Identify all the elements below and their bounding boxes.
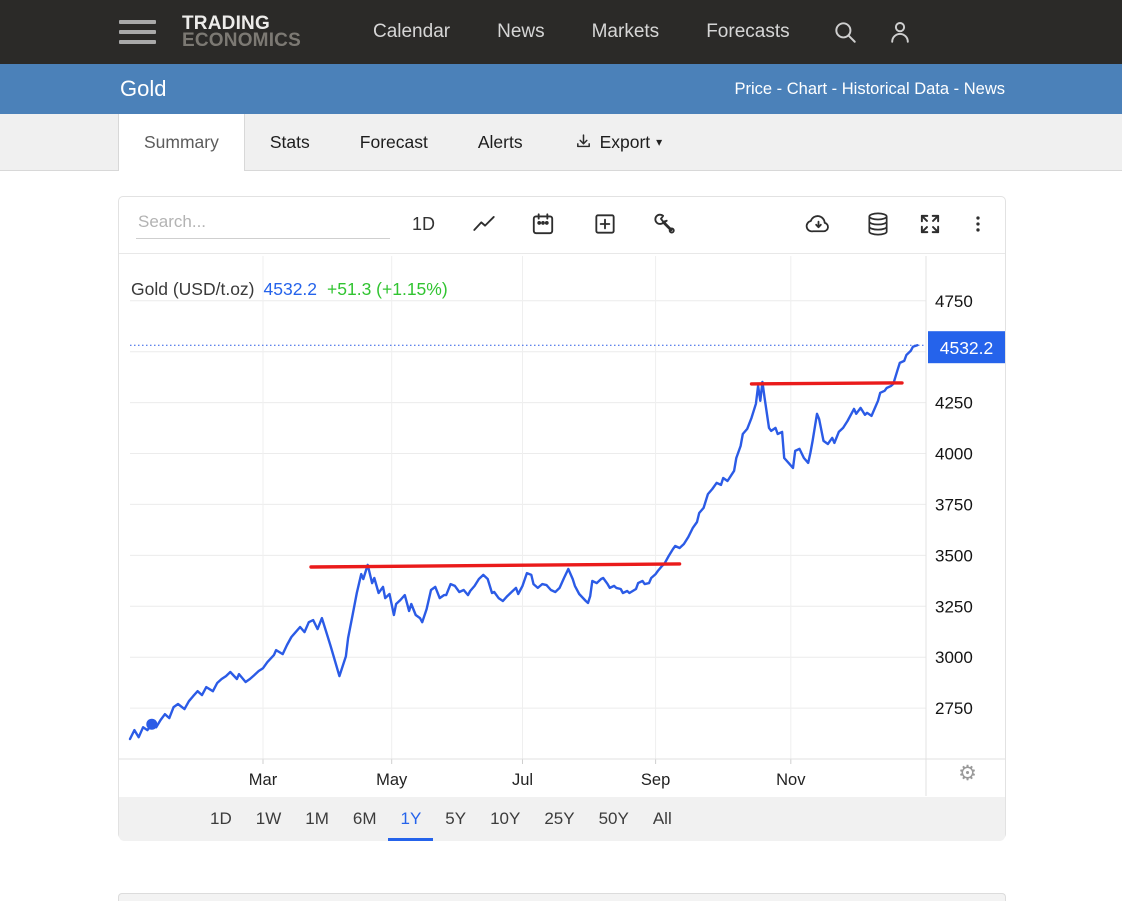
svg-text:3250: 3250 <box>935 597 973 616</box>
svg-text:4250: 4250 <box>935 394 973 413</box>
tab-alerts[interactable]: Alerts <box>477 132 523 152</box>
calendar-icon[interactable] <box>530 211 556 237</box>
title-bar-links: Price - Chart - Historical Data - News <box>734 80 1005 99</box>
compare-add-icon[interactable] <box>592 211 618 237</box>
chart-legend: Gold (USD/t.oz) 4532.2 +51.3 (+1.15%) <box>131 279 448 300</box>
range-button-5y[interactable]: 5Y <box>445 809 467 828</box>
svg-text:Mar: Mar <box>249 771 278 789</box>
range-button-10y[interactable]: 10Y <box>490 809 521 828</box>
separator: - <box>827 79 842 98</box>
search-icon[interactable] <box>832 19 858 45</box>
range-button-1w[interactable]: 1W <box>255 809 282 828</box>
tab-forecast[interactable]: Forecast <box>359 132 428 152</box>
price-chart[interactable]: Mar May Jul Sep Nov 4750 4250 4000 3750 3500 3250 3… <box>119 254 1005 797</box>
svg-text:Jul: Jul <box>512 771 533 789</box>
title-link-historical-data[interactable]: Historical Data <box>841 79 950 98</box>
tab-stats[interactable]: Stats <box>269 132 310 152</box>
page-title: Gold <box>120 76 167 101</box>
nav-link-news[interactable]: News <box>497 21 545 42</box>
fullscreen-icon[interactable] <box>917 211 943 237</box>
more-options-icon[interactable] <box>967 211 989 237</box>
svg-text:4750: 4750 <box>935 292 973 311</box>
nav-link-forecasts[interactable]: Forecasts <box>706 21 790 42</box>
tab-strip: Summary Stats Forecast Alerts Export ▾ <box>0 114 1122 171</box>
tools-wrench-icon[interactable] <box>652 211 678 237</box>
logo-line2: ECONOMICS <box>182 30 301 51</box>
range-button-1m[interactable]: 1M <box>305 809 329 828</box>
svg-text:2750: 2750 <box>935 699 973 718</box>
range-button-50y[interactable]: 50Y <box>598 809 629 828</box>
range-button-1d[interactable]: 1D <box>210 809 232 828</box>
svg-text:4000: 4000 <box>935 445 973 464</box>
chart-area: Mar May Jul Sep Nov 4750 4250 4000 3750 3500 3250 3… <box>119 254 1005 797</box>
cloud-download-icon[interactable] <box>805 211 832 238</box>
nav-links: Calendar News Markets Forecasts <box>373 21 790 43</box>
export-button[interactable]: Export ▾ <box>548 114 688 170</box>
user-icon[interactable] <box>887 19 913 45</box>
legend-series-label: Gold (USD/t.oz) <box>131 279 255 299</box>
separator: - <box>772 79 787 98</box>
svg-text:3000: 3000 <box>935 648 973 667</box>
chart-settings-gear-icon[interactable]: ⚙ <box>958 762 977 785</box>
data-source-icon[interactable] <box>865 211 891 237</box>
svg-text:3750: 3750 <box>935 495 973 514</box>
separator: - <box>949 79 964 98</box>
chart-card: 1D <box>118 196 1006 841</box>
range-button-all[interactable]: All <box>652 809 672 828</box>
export-label: Export <box>599 132 651 152</box>
chart-type-icon[interactable] <box>471 211 497 237</box>
top-navbar: TRADING ECONOMICS Calendar News Markets … <box>0 0 1122 64</box>
chart-toolbar: 1D <box>119 197 1005 254</box>
chevron-down-icon: ▾ <box>656 135 663 149</box>
range-button-1y[interactable]: 1Y <box>388 797 433 841</box>
svg-text:May: May <box>376 771 408 789</box>
menu-icon[interactable] <box>119 14 156 51</box>
title-link-chart[interactable]: Chart <box>786 79 828 98</box>
interval-button[interactable]: 1D <box>412 214 436 234</box>
legend-change: +51.3 (+1.15%) <box>327 279 448 299</box>
range-button-6m[interactable]: 6M <box>352 809 377 828</box>
title-link-news[interactable]: News <box>963 79 1005 98</box>
logo[interactable]: TRADING ECONOMICS <box>182 13 301 51</box>
legend-price: 4532.2 <box>263 279 318 299</box>
svg-text:3500: 3500 <box>935 546 973 565</box>
next-card-top-edge <box>118 893 1006 901</box>
nav-link-markets[interactable]: Markets <box>591 21 660 42</box>
svg-text:Sep: Sep <box>641 771 670 789</box>
nav-link-calendar[interactable]: Calendar <box>372 21 451 42</box>
svg-text:4532.2: 4532.2 <box>940 338 994 358</box>
search-input[interactable] <box>136 210 390 239</box>
range-selector: 1D 1W 1M 6M 1Y 5Y 10Y 25Y 50Y All <box>119 797 1005 841</box>
nav-icons <box>832 19 913 45</box>
range-button-25y[interactable]: 25Y <box>544 809 575 828</box>
title-bar: Gold Price - Chart - Historical Data - N… <box>0 64 1122 114</box>
download-icon <box>576 133 590 147</box>
logo-line1: TRADING <box>182 13 270 34</box>
svg-text:Nov: Nov <box>776 771 806 789</box>
tab-summary[interactable]: Summary <box>118 114 245 171</box>
title-link-price[interactable]: Price <box>734 79 773 98</box>
